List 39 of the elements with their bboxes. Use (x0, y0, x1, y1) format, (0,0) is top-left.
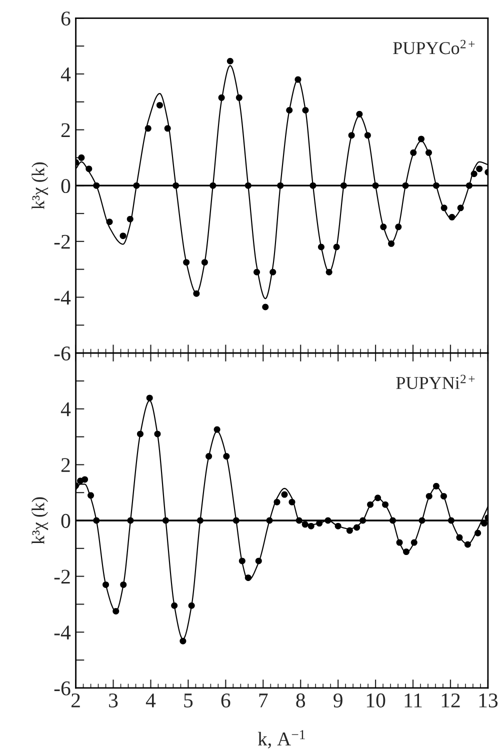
x-tick-label: 8 (296, 693, 306, 708)
x-tick-label: 13 (479, 693, 498, 708)
y-tick-label: 0 (61, 178, 70, 194)
y-tick-label: 4 (60, 67, 71, 82)
point (226, 58, 234, 64)
y-tick-label: -2 (54, 234, 70, 249)
x-tick-label: 10 (366, 693, 386, 708)
y-tick-label: 6 (61, 12, 70, 26)
point (156, 102, 163, 108)
point (480, 520, 488, 527)
point (281, 491, 288, 498)
y-tick-label: -4 (54, 626, 71, 640)
point (78, 154, 85, 161)
annotation: PUPYNi$^{2+}$ (396, 374, 475, 390)
point (476, 166, 483, 172)
y-axis-title: k³χ (k) (32, 162, 48, 210)
x-tick-label: 5 (184, 694, 193, 708)
y-tick-label: -6 (54, 346, 70, 360)
x-axis-title: k, A$^{−1}$ (258, 730, 305, 748)
annotation: PUPYCo$^{2+}$ (393, 40, 475, 54)
x-tick-label: 12 (442, 693, 460, 708)
y-tick-label: -4 (54, 290, 71, 304)
y-tick-label: 4 (60, 402, 71, 416)
y-tick-label: 2 (61, 123, 70, 138)
y-tick-label: 2 (61, 458, 70, 472)
x-tick-label: 9 (334, 693, 342, 708)
y-tick-label: -2 (54, 570, 70, 584)
x-tick-label: 4 (146, 694, 156, 708)
point (82, 476, 88, 483)
x-tick-label: 3 (109, 693, 118, 708)
y-tick-label: 0 (61, 514, 70, 528)
y-tick-label: -6 (54, 681, 70, 696)
x-tick-label: 7 (259, 694, 268, 708)
point (120, 232, 126, 240)
x-tick-label: 6 (221, 693, 230, 708)
y-axis-title: k³χ (k) (32, 497, 48, 544)
point (262, 304, 269, 310)
x-tick-label: 11 (404, 694, 422, 708)
x-tick-label: 2 (72, 693, 80, 708)
